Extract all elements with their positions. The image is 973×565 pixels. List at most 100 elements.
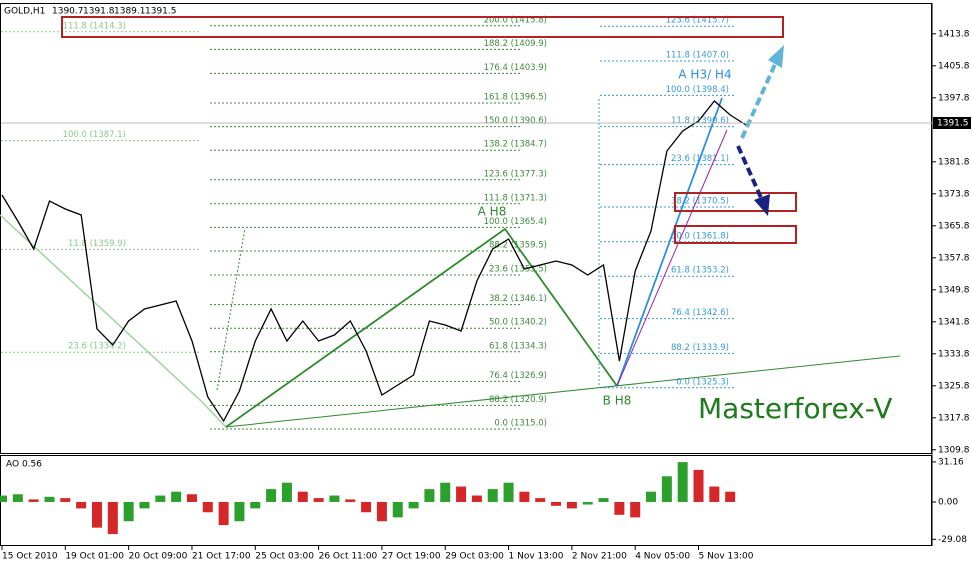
ao-bar [28, 499, 39, 502]
ao-bar [440, 482, 451, 502]
fib-label: 100.0 (1387.1) [63, 130, 126, 140]
target-box [674, 192, 797, 212]
ao-title: AO 0.56 [6, 460, 42, 470]
ao-bar [487, 489, 498, 502]
ao-bar [234, 501, 245, 522]
fib-label: 11.8 (1390.6) [671, 116, 729, 126]
y-tick-label: 1349.8 [938, 285, 970, 295]
ao-bar [12, 494, 23, 502]
x-tick-label: 21 Oct 17:00 [192, 552, 251, 562]
y-tick-label: 1317.8 [938, 413, 970, 423]
ao-bar [582, 501, 593, 505]
ohlc-close: 1391.5 [145, 7, 177, 17]
x-tick-label: 4 Nov 05:00 [635, 552, 690, 562]
ao-bar [392, 501, 403, 518]
ao-bar [424, 489, 435, 502]
y-tick-label: 1413.8 [938, 29, 970, 39]
y-tick-label: 1381.8 [938, 157, 970, 167]
fib-label: 200.0 (1415.8) [484, 15, 547, 25]
ao-bar [471, 495, 482, 502]
main-panel [0, 3, 932, 454]
ao-bar [0, 495, 7, 502]
ao-bar [281, 482, 292, 502]
ao-bar [709, 486, 720, 502]
zigzag [225, 227, 618, 428]
fib-label: 23.6 (1353.5) [489, 265, 547, 275]
ao-bar [139, 501, 150, 509]
fib-label: 38.2 (1370.5) [671, 197, 729, 207]
annotation: A H3/ H4 [678, 68, 731, 82]
fib-label: 50.0 (1361.8) [671, 231, 729, 241]
arrow [736, 145, 764, 201]
fib-label: 11.8 (1359.9) [68, 239, 126, 249]
ao-bar [91, 501, 102, 528]
ao-bar [345, 499, 356, 502]
ao-bar [171, 491, 182, 502]
fib-label: 88.2 (1333.9) [671, 343, 729, 353]
price-line [1, 100, 747, 423]
ao-bar [186, 494, 197, 502]
ao-bar [677, 462, 688, 502]
fib-label: 61.8 (1334.3) [489, 341, 547, 351]
x-tick-label: 26 Oct 11:00 [319, 552, 378, 562]
ao-bar [60, 498, 71, 502]
x-tick-label: 25 Oct 03:00 [255, 552, 314, 562]
ohlc-open: 1390.7 [52, 7, 84, 17]
fib-label: 0.0 (1315.0) [494, 419, 547, 429]
ao-bar [155, 495, 166, 502]
ao-tick-label: 0.00 [938, 497, 958, 507]
fib-label: 38.2 (1346.1) [489, 294, 547, 304]
ao-bar [329, 495, 340, 502]
ao-tick-label: 31.16 [938, 457, 964, 467]
arrow [740, 61, 778, 139]
last-price-label: 1391.5 [937, 119, 969, 129]
ao-bar [107, 501, 118, 535]
ao-bar [297, 491, 308, 502]
ao-bar [408, 501, 419, 509]
fib-label: 100.0 (1398.4) [666, 85, 729, 95]
y-tick-label: 1373.8 [938, 189, 970, 199]
x-tick-label: 27 Oct 19:00 [382, 552, 441, 562]
ao-bar [646, 491, 657, 502]
x-tick-label: 5 Nov 13:00 [699, 552, 754, 562]
fib-label: 0.0 (1325.3) [676, 377, 729, 387]
x-tick-label: 19 Oct 01:00 [65, 552, 124, 562]
ao-bar [598, 498, 609, 502]
y-tick-label: 1405.8 [938, 61, 970, 71]
fib-label: 111.8 (1407.0) [666, 51, 729, 61]
ao-bar [535, 498, 546, 502]
ao-bar [693, 469, 704, 502]
fib-label: 161.8 (1396.5) [484, 93, 547, 103]
fib-label: 123.6 (1415.7) [666, 16, 729, 26]
fib-label: 100.0 (1365.4) [484, 217, 547, 227]
ao-bar [725, 491, 736, 502]
target-box [674, 225, 797, 244]
y-tick-label: 1397.8 [938, 93, 970, 103]
x-tick-label: 1 Nov 13:00 [509, 552, 564, 562]
x-tick-label: 2 Nov 21:00 [572, 552, 627, 562]
x-tick-label: 29 Oct 03:00 [445, 552, 504, 562]
ao-bar [361, 501, 372, 513]
ao-bar [202, 501, 213, 513]
ohlc-low: 1389.1 [114, 7, 146, 17]
ao-bar [266, 489, 277, 502]
fib-label: 76.4 (1342.6) [671, 308, 729, 318]
ao-bar [44, 496, 55, 502]
arrow-head [754, 194, 770, 216]
x-tick-label: 15 Oct 2010 [2, 552, 58, 562]
ao-bar [250, 501, 261, 509]
y-tick-label: 1341.8 [938, 317, 970, 327]
ao-bar [503, 482, 514, 502]
fib-label: 176.4 (1403.9) [484, 63, 547, 73]
ao-bar [630, 501, 641, 518]
ao-bar [661, 476, 672, 502]
ao-bar [566, 501, 577, 509]
fib-label: 138.2 (1384.7) [484, 140, 547, 150]
y-tick-label: 1357.8 [938, 253, 970, 263]
ao-bar [218, 501, 229, 526]
y-tick-label: 1365.8 [938, 221, 970, 231]
fib-label: 50.0 (1340.2) [489, 318, 547, 328]
fib-label: 188.2 (1409.9) [484, 39, 547, 49]
watermark: Masterforex-V [698, 392, 892, 425]
